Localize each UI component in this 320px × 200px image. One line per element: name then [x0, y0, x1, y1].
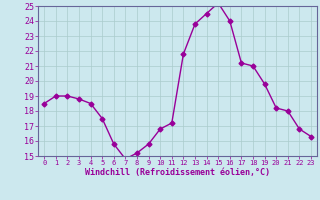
X-axis label: Windchill (Refroidissement éolien,°C): Windchill (Refroidissement éolien,°C) — [85, 168, 270, 177]
